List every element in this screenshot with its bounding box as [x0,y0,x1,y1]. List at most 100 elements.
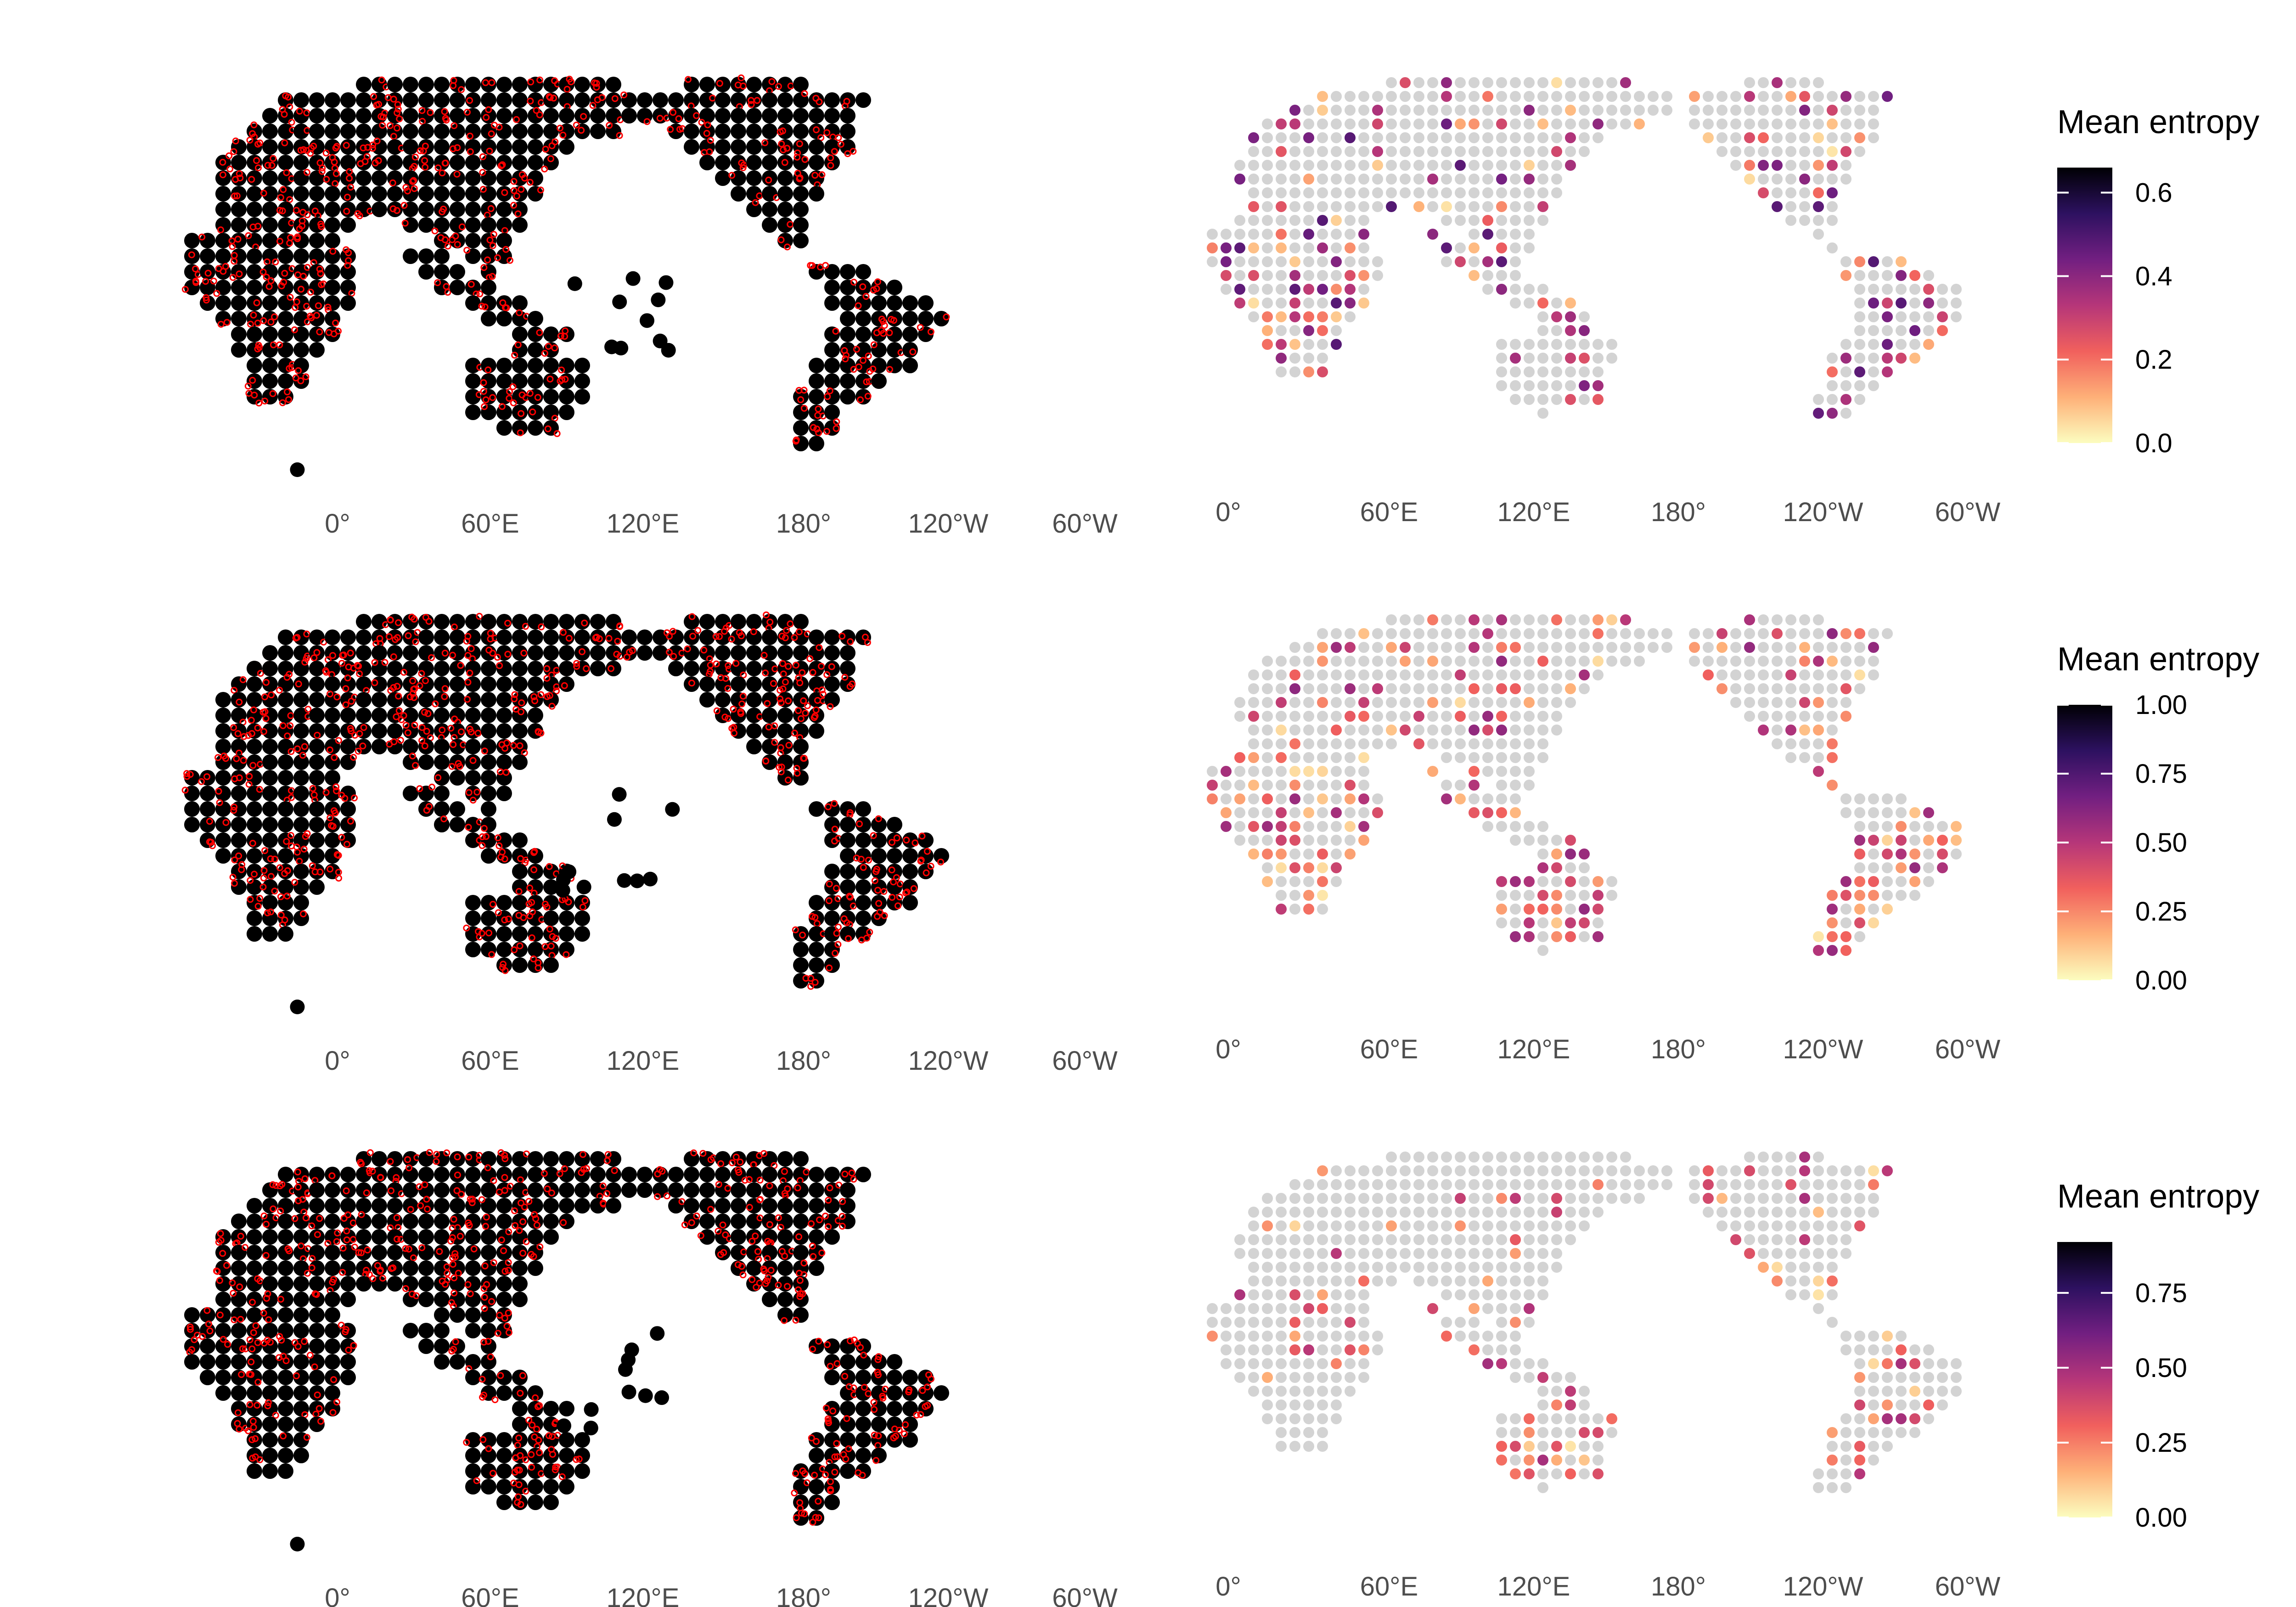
occurrence-record [531,1211,538,1218]
entropy-cell [1386,160,1397,171]
entropy-cell [1345,187,1356,198]
occurrence-record [799,669,806,676]
grid-cell [574,1432,590,1448]
occurrence-record [549,1433,556,1440]
entropy-cell [1896,256,1907,267]
occurrence-record [478,842,486,849]
entropy-cell [1413,628,1424,639]
grid-cell [247,910,262,926]
entropy-cell [1358,284,1369,295]
occurrence-record [834,923,842,931]
occurrence-record [796,1499,804,1506]
entropy-cell [1345,1289,1356,1300]
entropy-cell [1827,917,1838,928]
grid-cell [699,676,715,692]
occurrence-record [553,430,561,437]
entropy-cell [1469,1275,1480,1287]
occurrence-record [787,620,794,628]
grid-cell [559,1448,574,1463]
occurrence-record [497,162,505,169]
entropy-cell [1482,711,1493,722]
occurrence-record [546,1432,553,1439]
entropy-cell [1317,1248,1328,1259]
occurrence-record [467,645,475,652]
grid-cell [762,1167,777,1182]
grid-cell [528,1229,543,1245]
grid-cell [481,754,496,770]
entropy-cell [1317,862,1328,873]
entropy-cell [1510,1152,1521,1163]
grid-cell [793,155,809,170]
entropy-cell [1496,656,1507,667]
entropy-cell [1303,697,1314,708]
occurrence-record [813,425,821,433]
entropy-cell [1593,876,1604,887]
occurrence-record [795,1270,803,1277]
entropy-cell [1276,1193,1287,1204]
occurrence-record [454,1171,461,1179]
entropy-cell [1441,1248,1452,1259]
grid-cell [481,405,496,420]
entropy-cell [1537,187,1548,198]
grid-cell [340,1182,356,1198]
entropy-cell [1565,298,1576,309]
occurrence-record [344,193,351,201]
grid-cell [278,645,293,661]
entropy-cell [1496,1289,1507,1300]
grid-cell [481,708,496,723]
entropy-cell [1813,1234,1824,1245]
entropy-cell [1606,1179,1617,1190]
entropy-cell [1303,738,1314,749]
occurrence-record [314,731,321,739]
occurrence-record [880,888,888,895]
occurrence-record [236,1283,243,1291]
entropy-cell [1882,876,1893,887]
entropy-cell [1496,1331,1507,1342]
occurrence-record [279,722,287,729]
entropy-cell [1427,1303,1438,1314]
grid-cell [231,1416,247,1432]
entropy-cell [1358,1303,1369,1314]
entropy-cell [1469,160,1480,171]
occurrence-record [222,819,230,826]
entropy-cell [1482,697,1493,708]
entropy-cell [1896,835,1907,846]
occurrence-record [778,140,785,147]
occurrence-record [764,700,771,707]
grid-cell [340,1354,356,1370]
entropy-cell [1868,656,1879,667]
grid-cell [684,77,699,92]
grid-cell [418,1323,434,1338]
occurrence-record [206,818,213,825]
grid-cell [278,661,293,676]
occurrence-record [400,669,407,676]
entropy-cell [1882,284,1893,295]
grid-cell [871,832,887,848]
grid-cell [762,692,777,708]
grid-cell [684,1167,699,1182]
entropy-cell [1661,91,1672,102]
entropy-cell [1276,848,1287,860]
occurrence-record [725,662,732,669]
entropy-cell [1551,132,1562,143]
entropy-cell [1482,105,1493,116]
entropy-cell [1413,1262,1424,1273]
occurrence-record [291,1215,298,1222]
occurrence-record [750,628,757,635]
grid-cell [777,708,793,723]
grid-cell [731,1198,746,1214]
grid-cell [309,1292,325,1307]
grid-cell [715,1198,731,1214]
entropy-cell [1345,752,1356,763]
grid-cell [200,770,215,786]
entropy-cell [1799,105,1810,116]
entropy-cell [1799,174,1810,185]
occurrence-record [393,713,400,720]
occurrence-record [543,904,551,911]
entropy-cell [1413,160,1424,171]
entropy-cell [1262,697,1273,708]
grid-cell [543,1448,559,1463]
entropy-cell [1317,146,1328,157]
occurrence-record [192,279,200,286]
entropy-cell [1221,780,1232,791]
